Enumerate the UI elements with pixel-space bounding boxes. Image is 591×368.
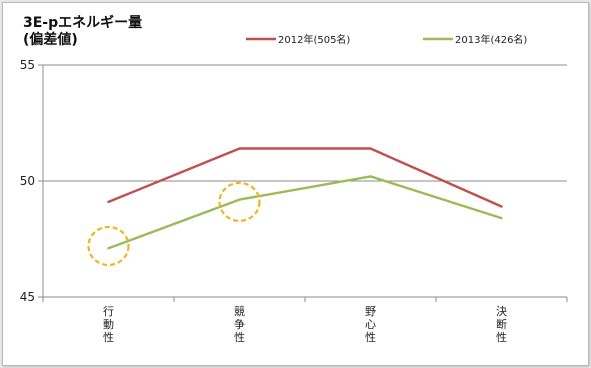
- gridlines: [43, 64, 567, 182]
- x-category-label: 決断性: [496, 305, 507, 344]
- series-lines: [107, 147, 503, 250]
- highlight-circle: [87, 225, 130, 267]
- legend-label: 2012年(505名): [278, 33, 350, 46]
- legend: 2012年(505名) 2013年(426名): [246, 33, 527, 46]
- x-category-char: 決: [496, 305, 507, 318]
- x-category-char: 争: [234, 317, 245, 331]
- y-tick-label: 50: [20, 174, 35, 188]
- chart-title: 3E-pエネルギー量(偏差値): [23, 14, 142, 48]
- annotations: [87, 181, 261, 267]
- y-tick-label: 45: [20, 290, 35, 304]
- x-category-char: 断: [496, 317, 507, 331]
- x-category-label: 野心性: [365, 305, 376, 344]
- y-axis-ticks: 45 50 55: [20, 58, 35, 304]
- x-category-char: 心: [365, 318, 376, 331]
- x-category-char: 性: [234, 330, 245, 344]
- x-category-char: 競: [234, 304, 245, 318]
- chart-title-line: 3E-pエネルギー量: [23, 14, 142, 31]
- x-category-label: 競争性: [234, 304, 245, 344]
- axes: [38, 64, 568, 302]
- x-category-label: 行動性: [103, 305, 114, 344]
- x-category-char: 性: [103, 330, 114, 344]
- series-line-1: [107, 147, 503, 208]
- legend-label: 2013年(426名): [455, 33, 527, 46]
- x-category-char: 性: [496, 330, 507, 344]
- highlight-circle: [218, 181, 261, 222]
- chart-title-line: (偏差値): [23, 31, 78, 48]
- y-tick-label: 55: [20, 58, 35, 72]
- x-category-char: 行: [103, 305, 114, 318]
- x-category-char: 野: [365, 305, 376, 318]
- x-category-char: 動: [103, 317, 114, 331]
- x-category-char: 性: [365, 330, 376, 344]
- series-line-2: [107, 175, 503, 250]
